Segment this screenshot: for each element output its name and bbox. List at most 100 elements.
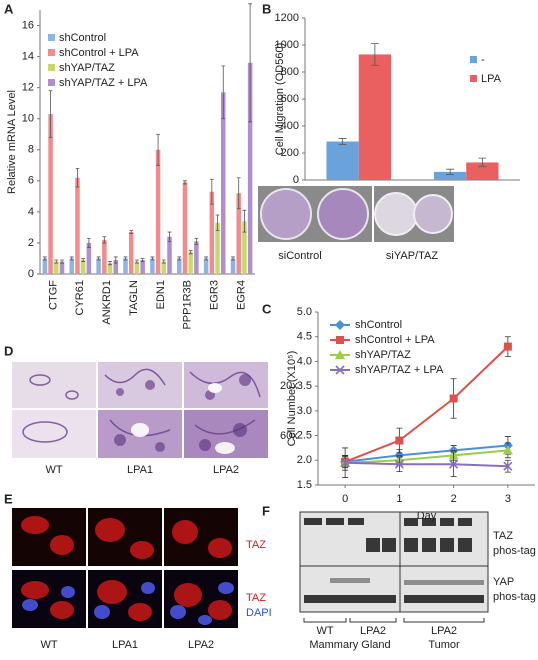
bar <box>150 258 155 274</box>
y-tick-label: 0 <box>28 268 34 280</box>
error-bar <box>135 259 139 264</box>
series-line <box>345 449 508 464</box>
bar <box>107 263 113 274</box>
y-tick-label: 0 <box>293 174 299 186</box>
y-tick-label: 2.5 <box>297 429 312 441</box>
y-axis-title: Cell Migration (OD560) <box>274 43 286 155</box>
bar <box>167 236 172 274</box>
error-bar <box>231 256 235 261</box>
bar <box>466 162 499 180</box>
y-tick-label: 1200 <box>275 12 299 24</box>
legend-label: shControl <box>59 32 106 44</box>
y-axis-title: Cell Number (X10⁵) <box>286 351 298 447</box>
error-bar <box>478 157 487 168</box>
error-bar <box>194 237 199 245</box>
panel-label: E <box>4 491 13 506</box>
point <box>394 459 404 469</box>
x-tick-label: siControl <box>278 250 321 262</box>
error-bar <box>96 256 101 261</box>
legend-label: shControl + LPA <box>59 47 139 59</box>
error-bar <box>48 90 53 138</box>
column-label: LPA1 <box>112 639 138 651</box>
bar <box>80 260 86 274</box>
column-label: LPA2 <box>188 639 214 651</box>
error-bar <box>221 65 226 120</box>
point <box>340 458 350 468</box>
well <box>260 188 312 240</box>
error-bar <box>113 256 118 264</box>
error-bar <box>446 168 455 175</box>
series-line <box>345 444 508 463</box>
tissue-detail <box>114 374 251 452</box>
blot-label: phos-tag <box>493 591 536 603</box>
x-tick-label: CYR61 <box>74 280 86 315</box>
y-tick-label: 6 <box>28 175 34 187</box>
bar <box>140 260 145 274</box>
point <box>395 436 404 445</box>
bar <box>54 261 59 274</box>
bar <box>113 260 119 274</box>
legend-label: shYAP/TAZ <box>59 62 115 74</box>
micrograph <box>12 410 96 458</box>
bar <box>230 258 236 274</box>
bar <box>128 232 134 274</box>
error-bar <box>209 178 214 205</box>
micrograph <box>12 362 96 408</box>
y-tick-label: 4.5 <box>297 331 312 343</box>
column-label: LPA1 <box>127 464 153 476</box>
band <box>304 518 484 603</box>
point <box>502 445 513 455</box>
error-bar <box>242 209 247 233</box>
error-bar <box>370 43 379 66</box>
error-bar <box>108 261 112 266</box>
stain <box>22 582 234 625</box>
tissue-detail <box>22 368 261 443</box>
well-images <box>258 186 454 242</box>
error-bar <box>338 138 347 145</box>
error-bar <box>86 237 91 248</box>
bar <box>155 149 161 274</box>
legend-marker <box>335 365 345 375</box>
x-tick-label: PPP1R3B <box>182 280 194 330</box>
panel-label: B <box>262 1 271 16</box>
x-tick-label: 3 <box>505 493 511 505</box>
error-bar <box>183 180 187 185</box>
y-tick-label: 3.0 <box>297 405 312 417</box>
stain-label: TAZ <box>246 539 266 551</box>
y-tick-label: 12 <box>22 82 34 94</box>
panel-label: A <box>4 1 14 16</box>
bar <box>161 261 167 274</box>
bar <box>59 261 65 274</box>
bar <box>209 191 215 274</box>
y-tick-label: 2.0 <box>297 454 312 466</box>
bar <box>69 258 75 274</box>
bar <box>48 114 53 274</box>
x-tick-label: 0 <box>342 493 348 505</box>
y-tick-label: 10 <box>22 113 34 125</box>
y-tick-label: 16 <box>22 19 34 31</box>
x-tick-label: EGR4 <box>235 280 247 310</box>
western-blot-panel: F TAZ phos-tag YAP phos-tag WT LPA2 Mamm… <box>262 503 536 650</box>
legend-label: shYAP/TAZ + LPA <box>355 364 444 376</box>
legend-label: shYAP/TAZ + LPA <box>59 77 148 89</box>
point <box>503 342 512 351</box>
error-bar <box>177 256 182 261</box>
point <box>503 461 513 471</box>
micrograph <box>12 508 86 566</box>
column-label: LPA2 <box>213 464 239 476</box>
error-bar <box>204 256 209 261</box>
legend-label: shControl <box>355 319 402 331</box>
group-label: LPA2 <box>431 625 457 637</box>
magnification-label: 60x <box>280 430 298 442</box>
bar <box>194 241 199 274</box>
y-tick-label: 1000 <box>275 39 299 51</box>
panel-label: C <box>262 301 272 316</box>
well <box>374 192 418 236</box>
blot-label: TAZ <box>493 530 513 542</box>
column-label: WT <box>40 639 57 651</box>
stain <box>21 516 232 621</box>
bar <box>247 62 253 274</box>
well <box>413 194 453 234</box>
legend-swatch <box>48 79 55 86</box>
legend-label: - <box>481 54 485 66</box>
